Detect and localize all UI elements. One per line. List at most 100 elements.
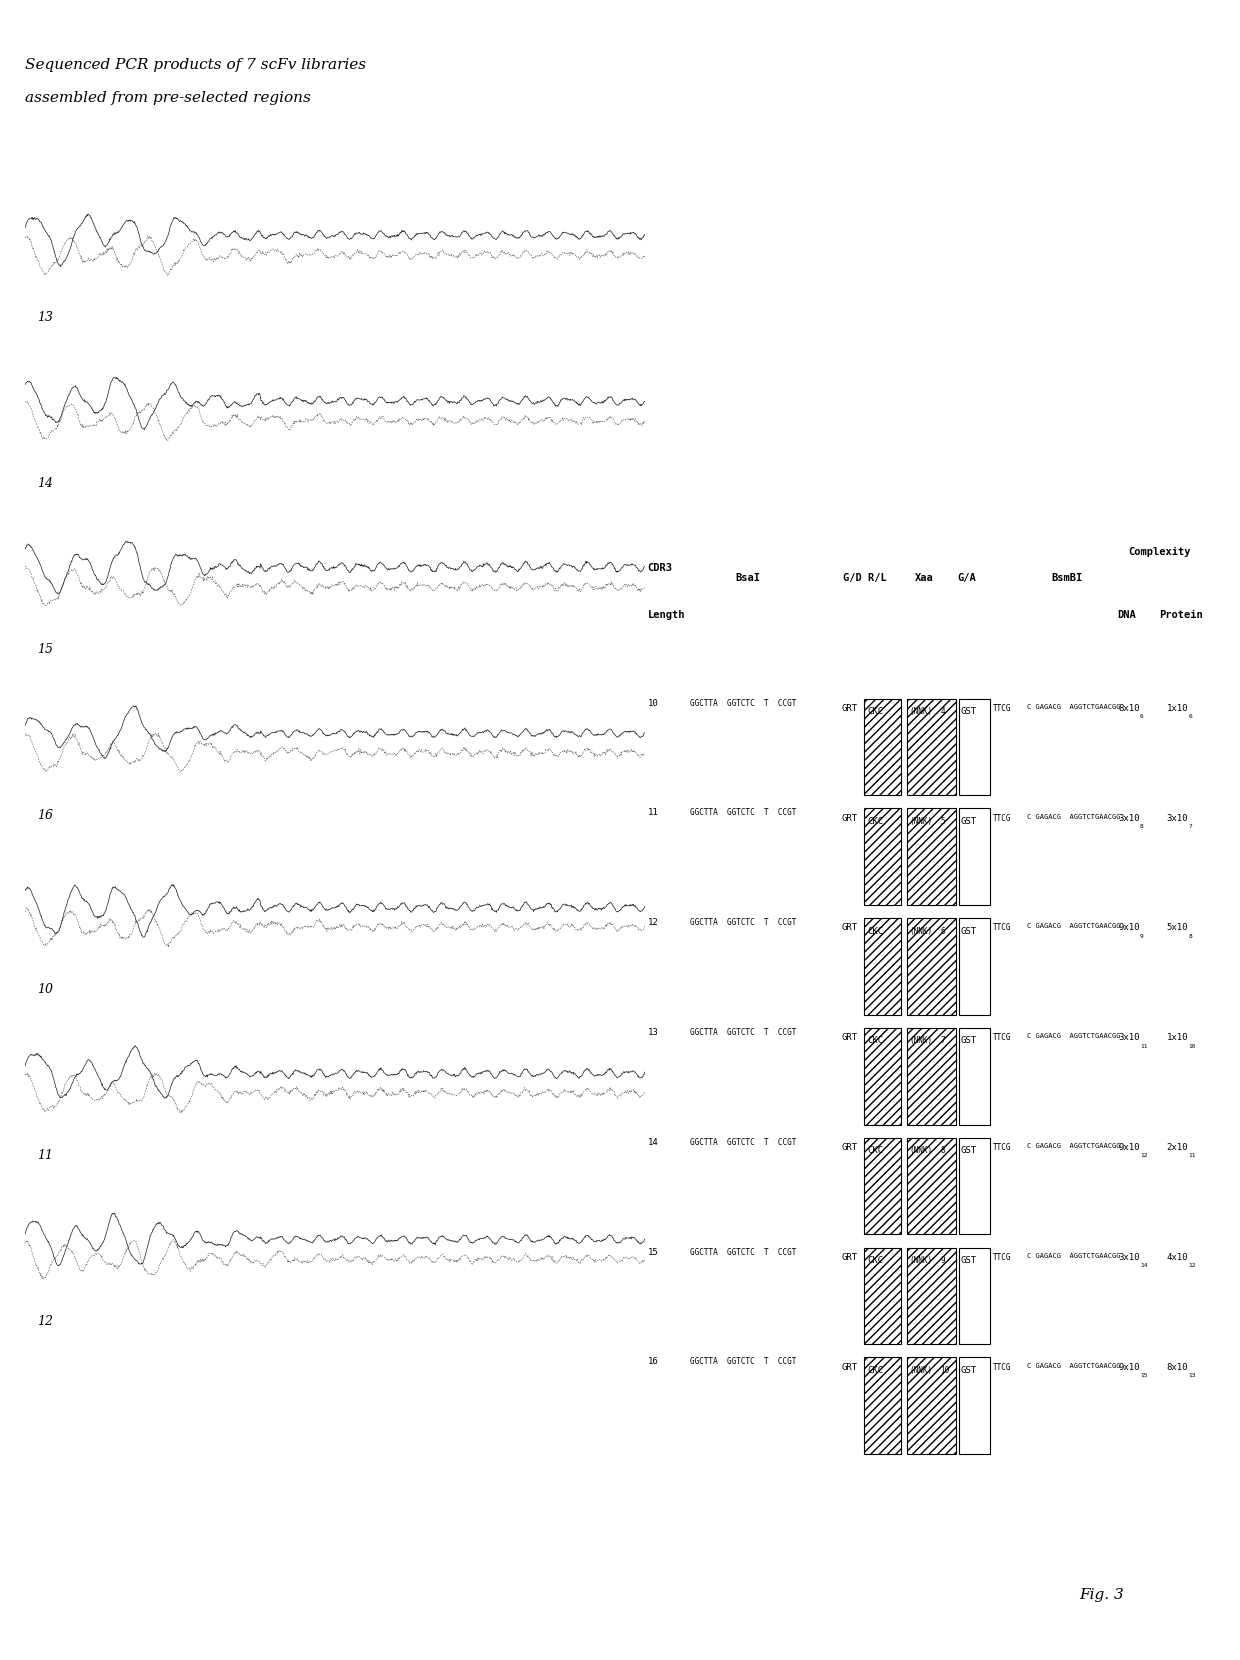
Text: 6: 6 xyxy=(1140,714,1143,719)
Text: 14: 14 xyxy=(647,1137,658,1147)
Text: 12: 12 xyxy=(1140,1154,1147,1159)
Text: (NNK): (NNK) xyxy=(909,1366,932,1374)
Text: CKC: CKC xyxy=(867,707,883,715)
Text: (NNK): (NNK) xyxy=(909,817,932,825)
Text: CKC: CKC xyxy=(867,926,883,936)
Text: 4: 4 xyxy=(940,707,945,715)
Text: GST: GST xyxy=(961,926,977,936)
Text: GRT: GRT xyxy=(842,1144,858,1152)
Text: 9x10: 9x10 xyxy=(1118,1144,1140,1152)
Text: 8x10: 8x10 xyxy=(1167,1363,1188,1371)
Text: Complexity: Complexity xyxy=(1128,546,1190,556)
Text: TTCG: TTCG xyxy=(993,1144,1012,1152)
Text: 12: 12 xyxy=(1188,1263,1195,1268)
Text: GST: GST xyxy=(961,817,977,825)
Text: 11: 11 xyxy=(1140,1044,1147,1049)
Text: GRT: GRT xyxy=(842,1363,858,1371)
Text: GGCTTA  GGTCTC  T  CCGT: GGCTTA GGTCTC T CCGT xyxy=(691,1028,797,1038)
Bar xyxy=(959,1137,990,1235)
Text: TTCG: TTCG xyxy=(993,923,1012,933)
Text: 3x10: 3x10 xyxy=(1118,813,1140,823)
Text: 13: 13 xyxy=(647,1028,658,1038)
Text: GST: GST xyxy=(961,1145,977,1155)
Bar xyxy=(959,1248,990,1345)
Bar xyxy=(864,1248,901,1345)
Text: Protein: Protein xyxy=(1159,609,1203,619)
Text: assembled from pre-selected regions: assembled from pre-selected regions xyxy=(25,91,311,105)
Text: CKC: CKC xyxy=(867,817,883,825)
Text: BsmBI: BsmBI xyxy=(1052,573,1083,583)
Text: 5x10: 5x10 xyxy=(1167,923,1188,933)
Text: Xaa: Xaa xyxy=(915,573,934,583)
Text: C GAGACG  AGGTCTGAACGG: C GAGACG AGGTCTGAACGG xyxy=(1027,1144,1121,1149)
Text: 8x10: 8x10 xyxy=(1118,704,1140,712)
Text: (NNK): (NNK) xyxy=(909,1036,932,1046)
Text: 3x10: 3x10 xyxy=(1118,1033,1140,1042)
Text: 7: 7 xyxy=(940,1036,945,1046)
Text: 9x10: 9x10 xyxy=(1118,1363,1140,1371)
Bar xyxy=(959,808,990,905)
Bar xyxy=(864,699,901,795)
Text: 11: 11 xyxy=(37,1149,53,1162)
Text: G/D R/L: G/D R/L xyxy=(842,573,887,583)
Text: GRT: GRT xyxy=(842,1253,858,1262)
Text: 12: 12 xyxy=(647,918,658,928)
Text: TTCG: TTCG xyxy=(993,1033,1012,1042)
Text: Fig. 3: Fig. 3 xyxy=(1079,1589,1123,1602)
Text: GGCTTA  GGTCTC  T  CCGT: GGCTTA GGTCTC T CCGT xyxy=(691,918,797,928)
Text: G/A: G/A xyxy=(957,573,976,583)
Text: (NNK): (NNK) xyxy=(909,707,932,715)
Bar xyxy=(959,699,990,795)
Text: 9: 9 xyxy=(1140,935,1143,940)
Text: GRT: GRT xyxy=(842,704,858,712)
Bar xyxy=(864,808,901,905)
Text: 10: 10 xyxy=(1188,1044,1195,1049)
Text: Sequenced PCR products of 7 scFv libraries: Sequenced PCR products of 7 scFv librari… xyxy=(25,58,366,71)
Text: 14: 14 xyxy=(37,476,53,490)
Text: 1x10: 1x10 xyxy=(1167,704,1188,712)
Text: (NNK): (NNK) xyxy=(909,1257,932,1265)
Text: GGCTTA  GGTCTC  T  CCGT: GGCTTA GGTCTC T CCGT xyxy=(691,808,797,817)
Text: GGCTTA  GGTCTC  T  CCGT: GGCTTA GGTCTC T CCGT xyxy=(691,699,797,707)
Text: 15: 15 xyxy=(647,1248,658,1257)
Text: C GAGACG  AGGTCTGAACGG: C GAGACG AGGTCTGAACGG xyxy=(1027,704,1121,710)
Text: GST: GST xyxy=(961,1257,977,1265)
Text: 2x10: 2x10 xyxy=(1167,1144,1188,1152)
Bar xyxy=(908,918,956,1014)
Text: 7: 7 xyxy=(1188,823,1192,828)
Text: 8: 8 xyxy=(1188,935,1192,940)
Bar xyxy=(864,1358,901,1454)
Text: 8: 8 xyxy=(940,1145,945,1155)
Text: 15: 15 xyxy=(1140,1373,1147,1378)
Text: 11: 11 xyxy=(647,808,658,817)
Bar xyxy=(908,1028,956,1124)
Text: 3x10: 3x10 xyxy=(1167,813,1188,823)
Text: 5: 5 xyxy=(940,817,945,825)
Bar xyxy=(908,1358,956,1454)
Text: 10: 10 xyxy=(37,983,53,996)
Text: GRT: GRT xyxy=(842,1033,858,1042)
Bar xyxy=(959,1358,990,1454)
Text: CKC: CKC xyxy=(867,1036,883,1046)
Bar xyxy=(959,918,990,1014)
Text: GST: GST xyxy=(961,1036,977,1046)
Text: 6: 6 xyxy=(1188,714,1192,719)
Text: 16: 16 xyxy=(37,808,53,822)
Text: C GAGACG  AGGTCTGAACGG: C GAGACG AGGTCTGAACGG xyxy=(1027,1253,1121,1258)
Text: 10: 10 xyxy=(940,1366,950,1374)
Bar xyxy=(959,1028,990,1124)
Text: 11: 11 xyxy=(1188,1154,1195,1159)
Text: C GAGACG  AGGTCTGAACGG: C GAGACG AGGTCTGAACGG xyxy=(1027,1363,1121,1368)
Text: TTCG: TTCG xyxy=(993,1363,1012,1371)
Text: C GAGACG  AGGTCTGAACGG: C GAGACG AGGTCTGAACGG xyxy=(1027,923,1121,930)
Text: 9x10: 9x10 xyxy=(1118,923,1140,933)
Bar xyxy=(864,918,901,1014)
Text: TTCG: TTCG xyxy=(993,704,1012,712)
Text: 15: 15 xyxy=(37,642,53,656)
Text: GST: GST xyxy=(961,707,977,715)
Text: CKC: CKC xyxy=(867,1145,883,1155)
Bar xyxy=(908,699,956,795)
Text: 13: 13 xyxy=(1188,1373,1195,1378)
Text: (NNK): (NNK) xyxy=(909,926,932,936)
Text: GRT: GRT xyxy=(842,813,858,823)
